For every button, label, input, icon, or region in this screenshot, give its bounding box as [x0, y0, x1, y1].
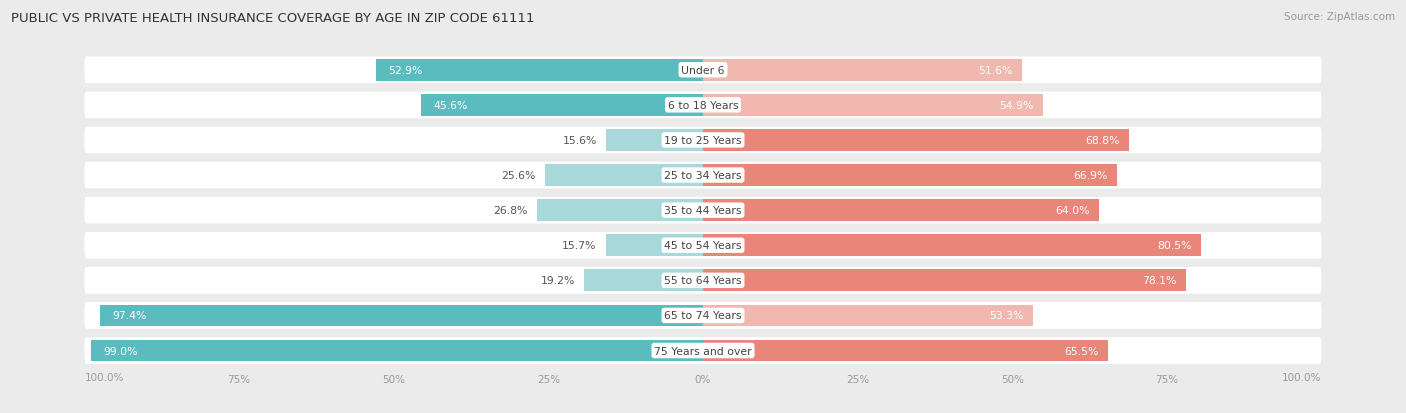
Text: 35 to 44 Years: 35 to 44 Years	[664, 206, 742, 216]
Bar	[606, 130, 703, 152]
Text: 51.6%: 51.6%	[979, 66, 1012, 76]
Bar	[420, 95, 703, 116]
Text: 75 Years and over: 75 Years and over	[654, 346, 752, 356]
Bar	[703, 165, 1116, 186]
Text: 78.1%: 78.1%	[1143, 275, 1177, 286]
Bar	[703, 95, 1043, 116]
Text: 52.9%: 52.9%	[388, 66, 422, 76]
FancyBboxPatch shape	[84, 57, 1322, 84]
Bar	[585, 270, 703, 292]
Bar	[703, 270, 1187, 292]
Text: 99.0%: 99.0%	[103, 346, 138, 356]
Text: 45.6%: 45.6%	[433, 101, 468, 111]
Legend: Public Insurance, Private Insurance: Public Insurance, Private Insurance	[569, 408, 837, 413]
Bar	[90, 340, 703, 361]
Text: 65.5%: 65.5%	[1064, 346, 1099, 356]
Text: 68.8%: 68.8%	[1085, 135, 1119, 146]
Text: 80.5%: 80.5%	[1157, 241, 1192, 251]
Bar	[606, 235, 703, 256]
Text: 25.6%: 25.6%	[501, 171, 536, 180]
Bar	[703, 60, 1022, 81]
Text: Under 6: Under 6	[682, 66, 724, 76]
FancyBboxPatch shape	[84, 127, 1322, 154]
Bar	[703, 340, 1108, 361]
Text: 15.6%: 15.6%	[562, 135, 598, 146]
FancyBboxPatch shape	[84, 302, 1322, 329]
Text: 45 to 54 Years: 45 to 54 Years	[664, 241, 742, 251]
Bar	[703, 200, 1099, 221]
Bar	[544, 165, 703, 186]
Text: 6 to 18 Years: 6 to 18 Years	[668, 101, 738, 111]
FancyBboxPatch shape	[84, 337, 1322, 364]
Text: 53.3%: 53.3%	[988, 311, 1024, 320]
Bar	[375, 60, 703, 81]
Text: 25 to 34 Years: 25 to 34 Years	[664, 171, 742, 180]
Text: 100.0%: 100.0%	[1282, 373, 1322, 382]
FancyBboxPatch shape	[84, 92, 1322, 119]
Text: 55 to 64 Years: 55 to 64 Years	[664, 275, 742, 286]
Bar	[537, 200, 703, 221]
Text: PUBLIC VS PRIVATE HEALTH INSURANCE COVERAGE BY AGE IN ZIP CODE 61111: PUBLIC VS PRIVATE HEALTH INSURANCE COVER…	[11, 12, 534, 25]
Text: 100.0%: 100.0%	[84, 373, 124, 382]
FancyBboxPatch shape	[84, 162, 1322, 189]
Text: 19 to 25 Years: 19 to 25 Years	[664, 135, 742, 146]
FancyBboxPatch shape	[84, 233, 1322, 259]
Text: 26.8%: 26.8%	[494, 206, 527, 216]
Text: 54.9%: 54.9%	[1000, 101, 1033, 111]
Text: 15.7%: 15.7%	[562, 241, 596, 251]
Text: 97.4%: 97.4%	[112, 311, 148, 320]
FancyBboxPatch shape	[84, 267, 1322, 294]
Text: Source: ZipAtlas.com: Source: ZipAtlas.com	[1284, 12, 1395, 22]
FancyBboxPatch shape	[84, 197, 1322, 224]
Text: 65 to 74 Years: 65 to 74 Years	[664, 311, 742, 320]
Bar	[703, 235, 1201, 256]
Text: 19.2%: 19.2%	[540, 275, 575, 286]
Bar	[100, 305, 703, 327]
Bar	[703, 130, 1129, 152]
Bar	[703, 305, 1033, 327]
Text: 64.0%: 64.0%	[1054, 206, 1090, 216]
Text: 66.9%: 66.9%	[1073, 171, 1108, 180]
